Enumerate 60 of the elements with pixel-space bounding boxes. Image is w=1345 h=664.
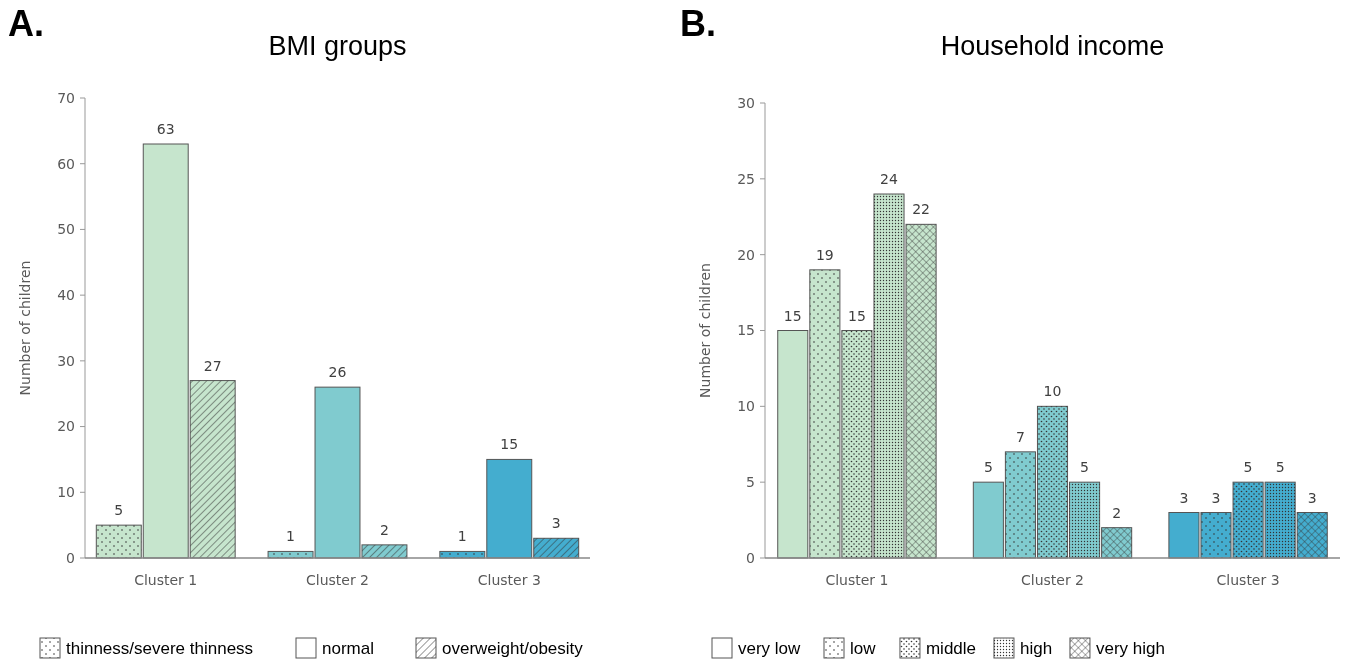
legend-label: very low bbox=[738, 639, 802, 658]
legend-label: low bbox=[850, 639, 877, 658]
data-label: 19 bbox=[815, 246, 834, 263]
data-label: 27 bbox=[203, 357, 222, 374]
y-axis-title: Number of children bbox=[17, 260, 33, 396]
legend-label: overweight/obesity bbox=[442, 639, 584, 658]
legend-label: thinness/severe thinness bbox=[66, 639, 254, 658]
x-tick-label: Cluster 1 bbox=[825, 572, 889, 588]
x-tick-label: Cluster 2 bbox=[305, 572, 370, 588]
text: B. bbox=[680, 3, 716, 44]
y-tick-label: 10 bbox=[737, 398, 755, 415]
data-label: 1 bbox=[286, 528, 296, 545]
x-tick-label: Cluster 3 bbox=[477, 572, 541, 588]
data-label: 3 bbox=[1307, 489, 1317, 506]
data-label: 3 bbox=[551, 515, 561, 532]
legend-label: middle bbox=[925, 639, 977, 658]
data-label: 2 bbox=[379, 521, 389, 538]
data-label: 5 bbox=[1275, 459, 1285, 476]
y-tick-label: 30 bbox=[57, 352, 75, 369]
data-label: 63 bbox=[156, 121, 175, 137]
data-label: 7 bbox=[1015, 428, 1025, 445]
data-label: 24 bbox=[880, 171, 898, 187]
data-label: 15 bbox=[783, 307, 802, 324]
data-label: 3 bbox=[1179, 489, 1189, 506]
data-label: 5 bbox=[983, 459, 993, 476]
y-tick-label: 15 bbox=[737, 322, 755, 339]
y-axis-title: Number of children bbox=[697, 263, 713, 398]
y-tick-label: 60 bbox=[57, 155, 75, 172]
y-tick-label: 10 bbox=[57, 484, 75, 501]
y-tick-label: 5 bbox=[746, 474, 755, 491]
data-label: 5 bbox=[1243, 459, 1253, 476]
y-tick-label: 30 bbox=[737, 94, 755, 111]
chart-title: Household income bbox=[940, 31, 1165, 61]
chart-title: BMI groups bbox=[268, 31, 407, 61]
y-tick-label: 50 bbox=[57, 221, 75, 238]
data-label: 26 bbox=[328, 364, 347, 381]
x-tick-label: Cluster 3 bbox=[1216, 572, 1280, 588]
data-label: 2 bbox=[1112, 504, 1122, 521]
data-label: 22 bbox=[912, 201, 930, 218]
y-tick-label: 70 bbox=[57, 89, 75, 106]
y-tick-label: 0 bbox=[746, 549, 755, 566]
legend-label: very high bbox=[1095, 639, 1165, 658]
y-tick-label: 40 bbox=[57, 287, 75, 304]
y-tick-label: 25 bbox=[737, 170, 755, 187]
x-tick-label: Cluster 2 bbox=[1020, 572, 1085, 588]
legend-label: high bbox=[1019, 639, 1053, 658]
data-label: 3 bbox=[1211, 489, 1221, 506]
data-label: 5 bbox=[114, 502, 124, 519]
legend-label: normal bbox=[322, 639, 374, 658]
data-label: 15 bbox=[848, 307, 866, 324]
data-label: 10 bbox=[1043, 383, 1062, 400]
y-tick-label: 20 bbox=[57, 418, 75, 435]
data-label: 15 bbox=[500, 436, 519, 453]
text: A. bbox=[8, 3, 44, 44]
y-tick-label: 20 bbox=[737, 246, 755, 263]
data-label: 5 bbox=[1080, 459, 1090, 476]
x-tick-label: Cluster 1 bbox=[134, 572, 198, 588]
y-tick-label: 0 bbox=[66, 549, 75, 566]
bar bbox=[486, 458, 533, 559]
data-label: 1 bbox=[457, 528, 467, 545]
